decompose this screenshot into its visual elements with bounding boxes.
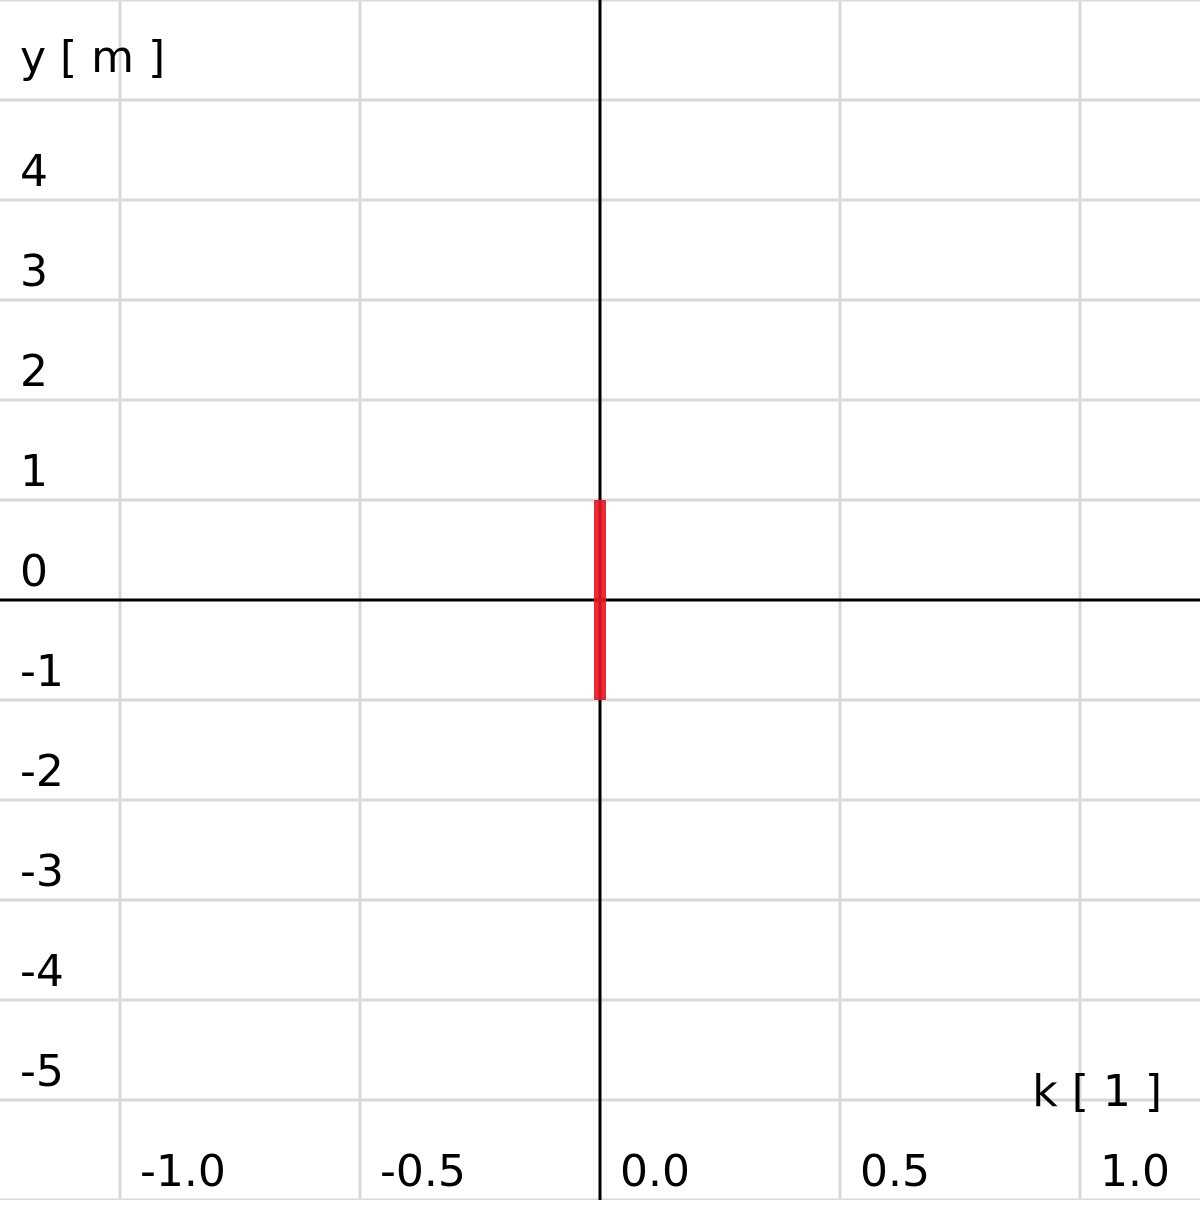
y-tick-label: -5 [20, 1046, 64, 1097]
y-tick-label: 3 [20, 246, 48, 297]
x-tick-label: -1.0 [140, 1146, 226, 1197]
x-axis-label: k [ 1 ] [1032, 1066, 1162, 1117]
y-tick-label: -4 [20, 946, 64, 997]
tick-labels: -1.0 -0.5 0.0 0.5 1.0 -5 -4 -3 -2 -1 0 1 2 3 4 [20, 146, 1170, 1197]
y-tick-label: 1 [20, 446, 48, 497]
y-tick-label: 2 [20, 346, 48, 397]
x-tick-label: 0.0 [620, 1146, 690, 1197]
y-tick-label: 0 [20, 546, 48, 597]
x-tick-label: 0.5 [860, 1146, 930, 1197]
y-axis-label: y [ m ] [20, 32, 165, 83]
y-tick-label: -3 [20, 846, 64, 897]
x-tick-label: 1.0 [1100, 1146, 1170, 1197]
x-tick-label: -0.5 [380, 1146, 466, 1197]
y-tick-label: -1 [20, 646, 64, 697]
y-tick-label: 4 [20, 146, 48, 197]
y-tick-label: -2 [20, 746, 64, 797]
